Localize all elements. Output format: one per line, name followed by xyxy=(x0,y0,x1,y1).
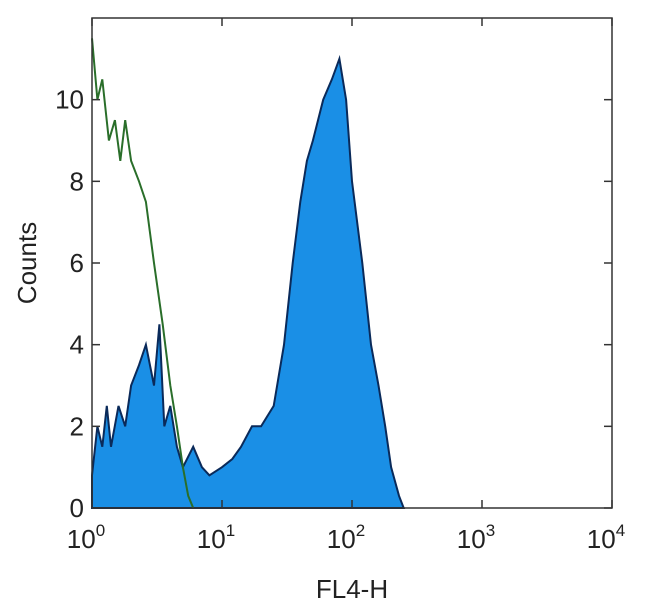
y-tick-label: 4 xyxy=(70,330,84,360)
x-tick-label: 102 xyxy=(327,521,365,554)
series-0-area xyxy=(91,54,406,509)
x-axis-label: FL4-H xyxy=(316,574,388,604)
y-tick-label: 6 xyxy=(70,248,84,278)
y-tick-label: 2 xyxy=(70,411,84,441)
y-tick-label: 10 xyxy=(55,85,84,115)
ticks-layer: 100 101 102 103 104 0 2 4 6 8 10 xyxy=(55,18,625,554)
x-tick-label: 100 xyxy=(67,521,105,554)
x-tick-label: 103 xyxy=(457,521,495,554)
y-tick-label: 0 xyxy=(70,493,84,523)
series-1-line xyxy=(91,38,195,509)
y-tick-label: 8 xyxy=(70,166,84,196)
y-axis-label: Counts xyxy=(12,222,42,304)
x-tick-label: 101 xyxy=(197,521,235,554)
series-layer xyxy=(91,38,406,509)
x-tick-label: 104 xyxy=(587,521,625,554)
